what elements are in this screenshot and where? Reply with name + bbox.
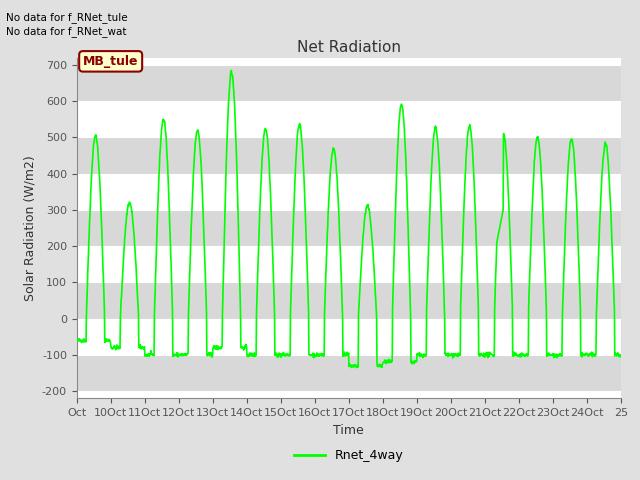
Bar [77,65,621,101]
X-axis label: Time: Time [333,424,364,437]
Bar [77,355,621,391]
Y-axis label: Solar Radiation (W/m2): Solar Radiation (W/m2) [24,155,36,301]
Text: MB_tule: MB_tule [83,55,138,68]
Bar [77,210,621,246]
Bar [77,137,621,174]
Bar [77,282,621,319]
Text: No data for f_RNet_tule: No data for f_RNet_tule [6,12,128,23]
Title: Net Radiation: Net Radiation [297,40,401,55]
Legend: Rnet_4way: Rnet_4way [289,444,409,467]
Text: No data for f_RNet_wat: No data for f_RNet_wat [6,26,127,37]
